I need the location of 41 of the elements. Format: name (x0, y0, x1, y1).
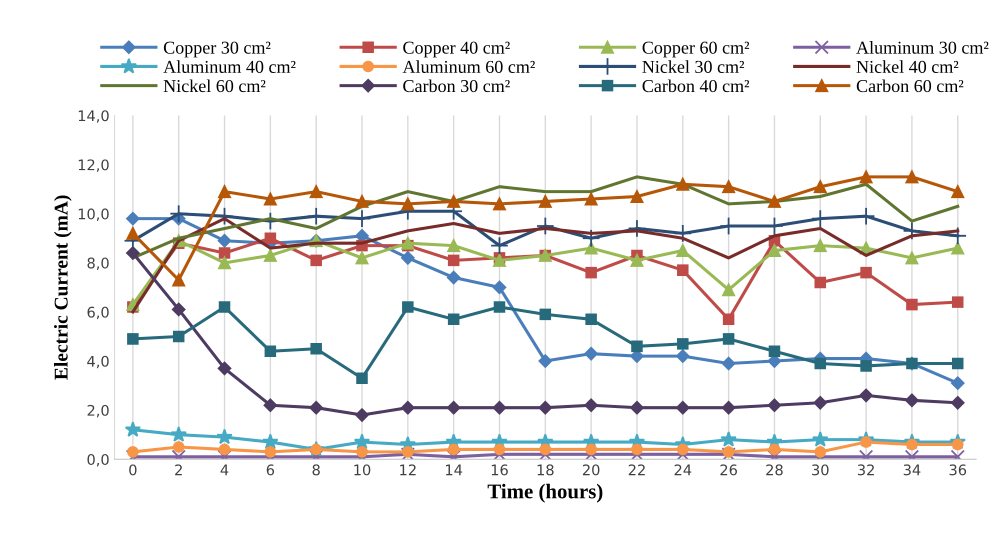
x-tick-label: 8 (312, 464, 320, 476)
x-tick-label: 20 (582, 464, 600, 476)
x-tick-label: 16 (492, 464, 508, 476)
y-tick-label: 10,0 (78, 208, 109, 221)
x-tick-label: 26 (720, 464, 737, 476)
legend-label: Copper 60 cm² (642, 42, 750, 58)
y-tick-label: 0,0 (87, 454, 109, 466)
x-tick-label: 6 (266, 464, 274, 476)
x-tick-label: 14 (446, 464, 462, 476)
y-tick-label: 6,0 (88, 306, 109, 320)
x-tick-label: 24 (674, 464, 692, 476)
x-tick-label: 22 (628, 464, 645, 476)
y-tick-label: 4,0 (87, 356, 109, 368)
legend-label: Aluminum 40 cm² (163, 60, 296, 73)
x-tick-label: 0 (129, 464, 137, 476)
x-tick-label: 36 (950, 464, 966, 476)
y-tick-label: 12,0 (78, 159, 109, 172)
x-tick-label: 30 (812, 464, 829, 476)
legend-label: Carbon 60 cm² (856, 79, 964, 92)
y-axis-title: Electric Current (mA) (54, 196, 72, 380)
legend-label: Nickel 40 cm² (856, 60, 958, 73)
legend-label: Aluminum 60 cm² (402, 60, 535, 73)
legend-label: Nickel 60 cm² (164, 79, 266, 92)
legend-label: Nickel 30 cm² (642, 60, 744, 73)
x-axis-title: Time (hours) (488, 484, 602, 503)
legend-label: Copper 30 cm² (164, 42, 270, 58)
y-tick-label: 14,0 (78, 110, 109, 123)
x-tick-label: 34 (904, 464, 920, 476)
x-tick-label: 32 (858, 464, 874, 476)
x-tick-label: 2 (175, 464, 182, 476)
y-tick-label: 8,0 (87, 258, 109, 270)
x-tick-label: 12 (400, 464, 416, 476)
y-tick-label: 2,0 (88, 404, 109, 418)
x-tick-label: 4 (220, 464, 228, 476)
x-tick-label: 28 (766, 464, 783, 476)
legend-label: Aluminum 30 cm² (856, 41, 988, 54)
x-tick-label: 10 (354, 464, 370, 476)
legend-label: Copper 40 cm² (403, 42, 510, 58)
legend-label: Carbon 30 cm² (403, 79, 510, 92)
legend-label: Carbon 40 cm² (642, 79, 750, 92)
x-tick-label: 18 (538, 464, 554, 476)
